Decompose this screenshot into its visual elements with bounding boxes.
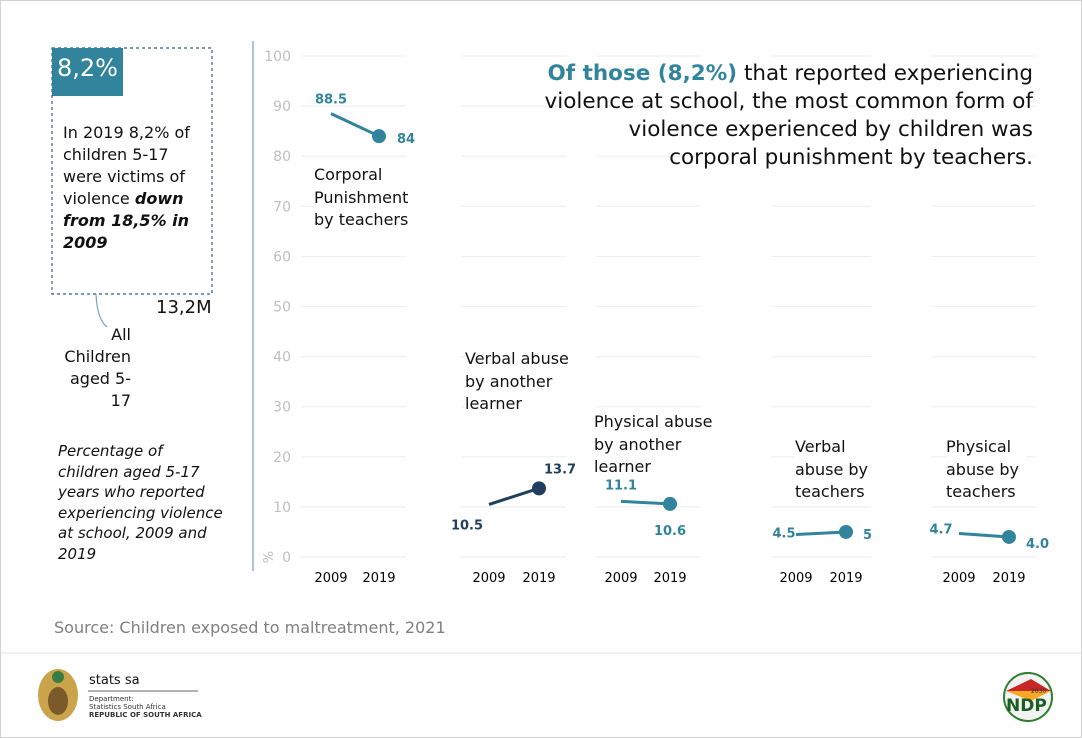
data-line [795, 530, 847, 536]
x-tick-label: 2019 [522, 571, 555, 586]
panel-title: Verbal abuse by another learner [465, 348, 575, 416]
callout-box [51, 47, 213, 295]
x-tick-label: 2019 [653, 571, 686, 586]
y-tick-label: 70 [273, 199, 291, 215]
caption: Percentage of children aged 5-17 years w… [58, 442, 223, 563]
value-label: 4.7 [929, 522, 952, 537]
y-tick-label: 50 [273, 300, 291, 316]
connector [95, 293, 108, 328]
y-tick-label: 30 [273, 400, 291, 416]
x-tick-label: 2019 [829, 571, 862, 586]
value-label: 10.5 [451, 518, 483, 533]
y-tick-label: 10 [273, 500, 291, 516]
callout-main: In 2019 8,2% of children 5-17 were victi… [63, 123, 190, 208]
point-marker [372, 129, 386, 144]
coat-of-arms [38, 669, 78, 721]
data-line [958, 531, 1010, 539]
panel-title: Corporal Punishment by teachers [314, 164, 414, 232]
x-tick-label: 2019 [992, 571, 1025, 586]
x-tick-label: 2019 [362, 571, 395, 586]
country: REPUBLIC OF SOUTH AFRICA [89, 711, 202, 719]
y-tick-label: 80 [273, 149, 291, 165]
group: All Children aged 5-17 [64, 325, 131, 410]
y-tick-label: 40 [273, 350, 291, 366]
y-tick-label: 20 [273, 450, 291, 466]
value-label: 11.1 [605, 478, 637, 493]
dept: Department: Statistics South Africa REPUBL… [89, 695, 202, 719]
source: Source: Children exposed to maltreatment… [54, 618, 446, 637]
data-line [620, 499, 671, 506]
data-line [488, 486, 540, 506]
panel-title: Verbal abuse by teachers [795, 436, 875, 504]
y-axis-label: % [262, 551, 277, 563]
org: Statistics South Africa [89, 703, 166, 711]
ndp-logo [1003, 672, 1053, 722]
point-marker [1002, 529, 1016, 544]
badge: 8,2% [57, 54, 118, 82]
y-tick-label: 0 [282, 550, 291, 566]
callout-text: In 2019 8,2% of children 5-17 were victi… [63, 122, 208, 254]
x-tick-label: 2009 [604, 571, 637, 586]
ndp-year: 2030 [1031, 688, 1047, 695]
badge-bg [52, 48, 123, 96]
point-marker [532, 481, 546, 496]
headline: Of those (8,2%) that reported experienci… [541, 60, 1033, 172]
value-label: 10.6 [654, 524, 686, 539]
value-label: 4.5 [772, 526, 795, 541]
total: 13,2M [156, 297, 212, 318]
panel-title: Physical abuse by another learner [594, 411, 734, 479]
y-tick-label: 100 [264, 49, 291, 65]
x-tick-label: 2009 [314, 571, 347, 586]
headline-highlight: Of those (8,2%) [547, 61, 738, 86]
dept-label: Department: [89, 695, 134, 703]
panel-title: Physical abuse by teachers [946, 436, 1026, 504]
value-label: 88.5 [315, 93, 347, 108]
x-tick-label: 2009 [472, 571, 505, 586]
x-tick-label: 2009 [779, 571, 812, 586]
y-tick-label: 90 [273, 99, 291, 115]
y-tick-label: 60 [273, 249, 291, 265]
x-tick-label: 2009 [942, 571, 975, 586]
point-marker [663, 496, 677, 511]
value-label: 5 [863, 528, 872, 543]
value-label: 84 [397, 132, 415, 147]
ndp: NDP [1006, 696, 1047, 716]
value-label: 13.7 [544, 462, 576, 477]
data-line [330, 112, 380, 138]
callout-emphasis: down from 18,5% in 2009 [63, 189, 190, 252]
headline-text: that reported experiencing violence at s… [544, 61, 1033, 170]
point-marker [839, 524, 853, 539]
value-label: 4.0 [1026, 537, 1049, 552]
brand: stats sa [89, 673, 140, 688]
